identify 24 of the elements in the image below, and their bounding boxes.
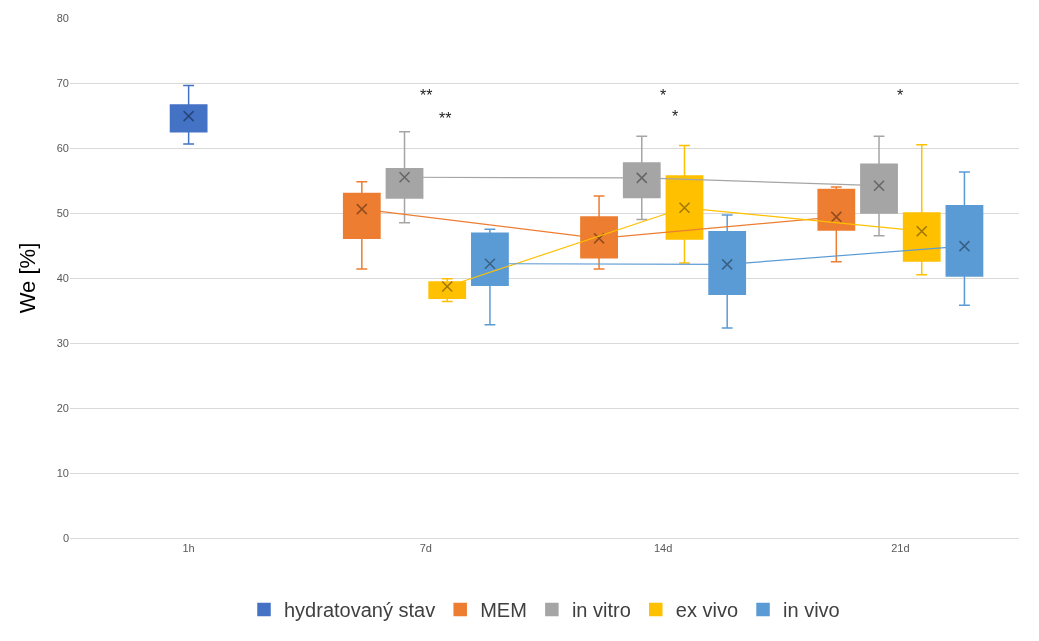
y-tick-label: 70: [56, 76, 69, 89]
x-tick-label: 14d: [653, 542, 673, 555]
annotation: *: [660, 87, 667, 104]
legend-label: MEM: [480, 599, 527, 622]
annotation: **: [420, 87, 433, 104]
y-tick-label: 20: [56, 401, 69, 414]
y-tick-label: 40: [56, 271, 69, 284]
legend-label: ex vivo: [675, 599, 739, 622]
y-tick-label: 0: [62, 531, 69, 544]
annotation: *: [672, 108, 679, 125]
legend-label: in vivo: [783, 599, 840, 622]
y-tick-label: 60: [56, 141, 69, 154]
legend-label: in vitro: [571, 599, 631, 622]
x-tick-label: 21d: [891, 542, 910, 555]
x-tick-label: 1h: [182, 542, 195, 555]
annotation: **: [439, 110, 452, 127]
y-tick-label: 50: [56, 206, 69, 219]
y-tick-label: 80: [56, 11, 69, 24]
annotation: *: [897, 87, 904, 104]
x-tick-label: 7d: [419, 542, 433, 555]
y-tick-label: 30: [56, 336, 69, 349]
y-axis-title: We [%]: [14, 242, 40, 314]
legend-label: hydratovaný stav: [284, 599, 436, 622]
y-tick-label: 10: [56, 466, 69, 479]
